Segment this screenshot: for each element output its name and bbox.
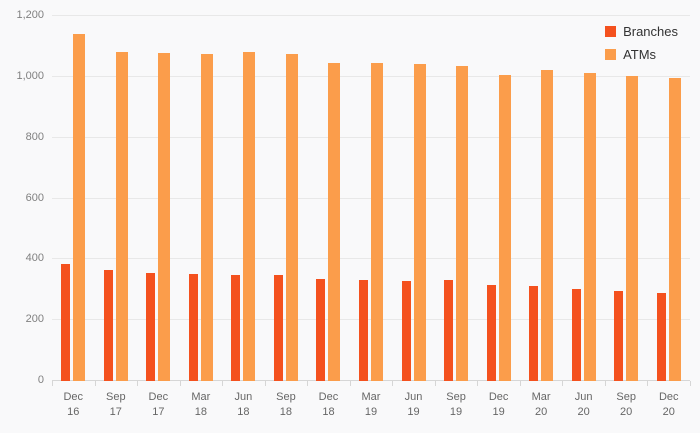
x-axis-tick xyxy=(94,381,96,386)
bar-branches[interactable] xyxy=(61,263,71,381)
atms-swatch-icon xyxy=(605,49,617,60)
x-axis-category-label: Dec 18 xyxy=(318,391,339,418)
bar-atms[interactable] xyxy=(626,75,639,381)
bar-group xyxy=(562,16,605,381)
bar-branches[interactable] xyxy=(273,274,283,381)
legend-item-branches[interactable]: Branches xyxy=(605,24,678,39)
legend-label-branches: Branches xyxy=(623,24,678,39)
x-axis-category-label: Mar 18 xyxy=(191,391,211,418)
x-axis-tick xyxy=(264,381,266,386)
bar-atms[interactable] xyxy=(413,63,426,381)
y-axis-tick-label: 400 xyxy=(25,252,44,265)
bar-branches[interactable] xyxy=(103,269,113,381)
bar-atms[interactable] xyxy=(668,78,681,381)
bar-branches[interactable] xyxy=(486,284,496,381)
x-axis-category-label: Jun 18 xyxy=(234,391,253,418)
y-axis-tick-label: 800 xyxy=(25,130,44,143)
x-axis-tick xyxy=(52,381,53,386)
x-axis-tick xyxy=(477,381,479,386)
x-axis-tick xyxy=(137,381,139,386)
bar-atms[interactable] xyxy=(583,72,596,381)
bar-group xyxy=(137,16,180,381)
bar-atms[interactable] xyxy=(541,69,554,381)
x-axis-tick xyxy=(222,381,224,386)
bar-group xyxy=(307,16,350,381)
x-axis-category-label: Dec 16 xyxy=(63,391,84,418)
bar-atms[interactable] xyxy=(285,53,298,381)
branches-swatch-icon xyxy=(605,26,617,37)
y-axis-tick-label: 1,000 xyxy=(16,69,44,82)
bar-branches[interactable] xyxy=(401,280,411,381)
x-axis-category-label: Sep 18 xyxy=(276,391,296,418)
x-axis-category-label: Jun 19 xyxy=(404,391,423,418)
x-axis-category-label: Sep 20 xyxy=(616,391,636,418)
bar-branches[interactable] xyxy=(529,285,539,381)
bar-atms[interactable] xyxy=(158,53,171,381)
bar-group xyxy=(477,16,520,381)
bar-atms[interactable] xyxy=(370,62,383,381)
bar-branches[interactable] xyxy=(231,274,241,381)
bar-branches[interactable] xyxy=(316,278,326,381)
x-axis-tick xyxy=(690,381,691,386)
x-axis-category-label: Jun 20 xyxy=(574,391,593,418)
bar-group xyxy=(647,16,690,381)
bar-group xyxy=(392,16,435,381)
x-axis-tick xyxy=(434,381,436,386)
legend-label-atms: ATMs xyxy=(623,47,657,62)
x-axis-tick xyxy=(307,381,309,386)
x-axis-category-label: Dec 20 xyxy=(658,391,679,418)
bar-group xyxy=(265,16,308,381)
gridline: 1,200 xyxy=(16,9,690,21)
x-axis-category-label: Dec 19 xyxy=(488,391,509,418)
x-axis-tick xyxy=(647,381,649,386)
bar-group xyxy=(435,16,478,381)
y-axis-tick-label: 0 xyxy=(37,374,44,386)
bar-group xyxy=(52,16,95,381)
bar-branches[interactable] xyxy=(571,288,581,381)
bar-branches[interactable] xyxy=(188,273,198,381)
bar-branches[interactable] xyxy=(358,279,368,381)
bar-atms[interactable] xyxy=(200,53,213,381)
bar-group xyxy=(605,16,648,381)
bar-branches[interactable] xyxy=(444,280,454,381)
bar-atms[interactable] xyxy=(328,62,341,381)
bar-branches[interactable] xyxy=(656,293,666,381)
bar-group xyxy=(222,16,265,381)
x-axis-tick xyxy=(179,381,181,386)
bar-branches[interactable] xyxy=(146,272,156,381)
bar-atms[interactable] xyxy=(498,74,511,381)
x-axis-tick xyxy=(562,381,564,386)
bar-group xyxy=(350,16,393,381)
legend-item-atms[interactable]: ATMs xyxy=(605,47,678,62)
x-axis-category-label: Sep 19 xyxy=(446,391,466,418)
bar-atms[interactable] xyxy=(115,51,128,381)
x-axis-tick xyxy=(519,381,521,386)
y-axis-tick-label: 200 xyxy=(25,313,44,326)
x-axis-tick xyxy=(604,381,606,386)
x-axis-category-label: Sep 17 xyxy=(106,391,126,418)
y-axis-tick-label: 1,200 xyxy=(16,9,44,21)
legend: Branches ATMs xyxy=(605,24,678,62)
bar-group xyxy=(520,16,563,381)
y-axis-tick-label: 600 xyxy=(25,191,44,204)
bar-atms[interactable] xyxy=(243,51,256,381)
x-axis-category-label: Mar 20 xyxy=(531,391,551,418)
bar-group xyxy=(95,16,138,381)
bar-branches[interactable] xyxy=(614,290,624,381)
bar-group xyxy=(180,16,223,381)
bar-atms[interactable] xyxy=(73,33,86,381)
bar-atms[interactable] xyxy=(456,65,469,381)
plot-area: 0 200 400 600 800 1,000 1,200 Dec 16 Sep 17 Dec 17 Ma… xyxy=(16,9,691,418)
x-axis-category-label: Dec 17 xyxy=(148,391,169,418)
x-axis-tick xyxy=(392,381,394,386)
x-axis-tick xyxy=(349,381,351,386)
x-axis-category-label: Mar 19 xyxy=(361,391,381,418)
